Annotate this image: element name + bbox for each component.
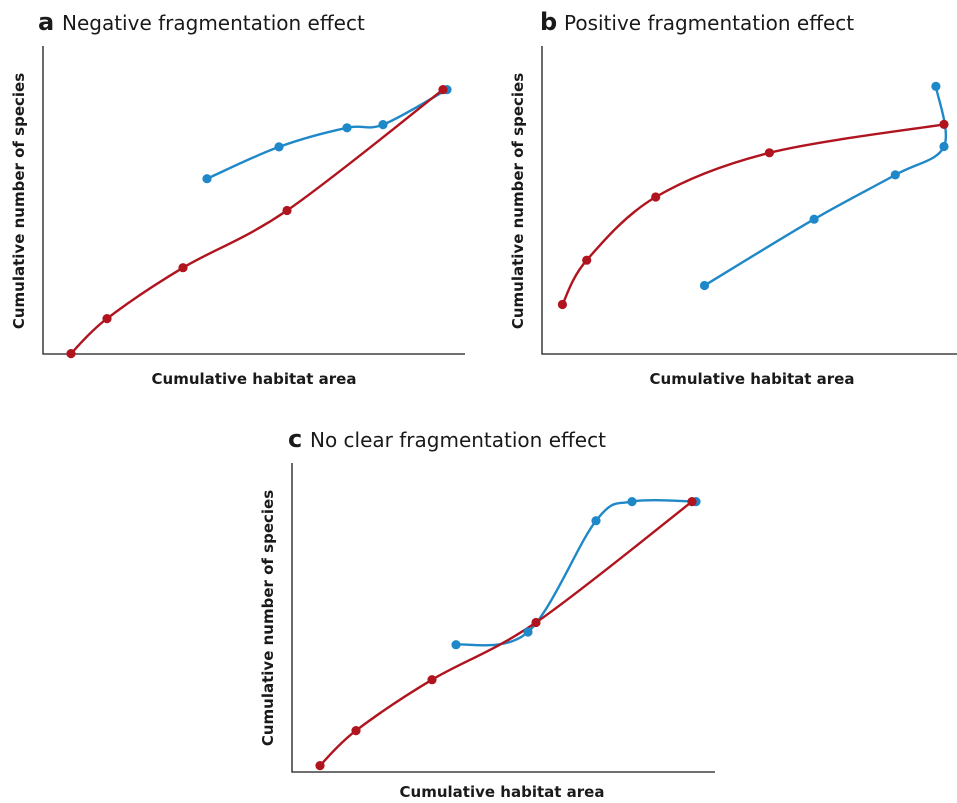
panel-b-series-2-point-4: [939, 141, 949, 152]
panel-c-title: No clear fragmentation effect: [310, 428, 606, 452]
panel-a-series-1-point-3: [178, 263, 188, 273]
panel-a-axes: [42, 46, 465, 355]
panel-a-series-2-point-2: [274, 142, 284, 152]
panel-a-series-2-point-1: [202, 174, 212, 184]
panel-c-series-1-point-2: [351, 726, 361, 736]
panel-b-series-2-point-5: [931, 81, 941, 91]
panel-b-series-2-line: [703, 86, 948, 287]
panel-b-y-axis-label: Cumulative number of species: [509, 73, 527, 329]
panel-b-letter: b: [540, 8, 557, 36]
panel-c-series-2-line: [455, 498, 697, 647]
panel-b-title: Positive fragmentation effect: [564, 11, 854, 35]
panel-a-plot-area: [66, 85, 452, 359]
panel-b-series-1-point-5: [939, 119, 949, 129]
panel-b-plot-area: [557, 81, 949, 310]
panel-c-series-1-point-3: [427, 675, 437, 685]
panel-b-series-2-point-1: [699, 280, 710, 291]
panel-b-axes: [541, 46, 957, 355]
panel-c-letter: c: [288, 425, 302, 453]
panel-c-series-1-line: [319, 500, 693, 767]
panel-b-series-1-point-2: [582, 255, 592, 265]
panel-c-series-2-point-1: [451, 640, 461, 650]
panel-c-series-2-point-2: [523, 627, 533, 637]
panel-b-series-1-point-3: [651, 192, 661, 202]
panel-a-letter: a: [38, 8, 54, 36]
panel-a-series-2-point-4: [378, 120, 388, 130]
panel-c-series-1-point-4: [531, 617, 541, 628]
panel-a-series-1-point-4: [282, 205, 292, 216]
panel-b-series-1-point-4: [764, 148, 775, 158]
panel-c-series-1-point-5: [687, 497, 697, 507]
panel-a-series-1-point-5: [438, 85, 448, 95]
panel-b-series-1-point-1: [557, 299, 568, 310]
panel-c-series-1-point-1: [315, 761, 325, 771]
panel-a-series-2-point-3: [342, 123, 352, 133]
panel-a-series-1-point-2: [102, 314, 112, 324]
panel-b-series-2-point-2: [809, 214, 819, 224]
panel-c-y-axis-label: Cumulative number of species: [259, 490, 277, 746]
panel-c-series-2-point-4: [627, 497, 637, 507]
panel-a: a Negative fragmentation effect Cumulati…: [10, 8, 465, 388]
panel-c: c No clear fragmentation effect Cumulati…: [259, 425, 715, 801]
panel-c-x-axis-label: Cumulative habitat area: [400, 783, 605, 801]
panel-a-series-1-point-1: [66, 349, 76, 359]
panel-b-series-2-point-3: [890, 170, 900, 180]
panel-b-series-1-line: [561, 123, 945, 306]
panel-a-title: Negative fragmentation effect: [62, 11, 365, 35]
panel-a-x-axis-label: Cumulative habitat area: [152, 370, 357, 388]
panel-c-series-2-point-3: [591, 516, 601, 526]
panel-a-series-1-line: [70, 88, 444, 355]
panel-c-plot-area: [315, 497, 701, 771]
panel-b: b Positive fragmentation effect Cumulati…: [509, 8, 957, 388]
panel-c-axes: [291, 463, 715, 773]
panel-a-y-axis-label: Cumulative number of species: [10, 73, 28, 329]
panel-a-series-2-line: [206, 88, 448, 180]
panel-b-x-axis-label: Cumulative habitat area: [650, 370, 855, 388]
